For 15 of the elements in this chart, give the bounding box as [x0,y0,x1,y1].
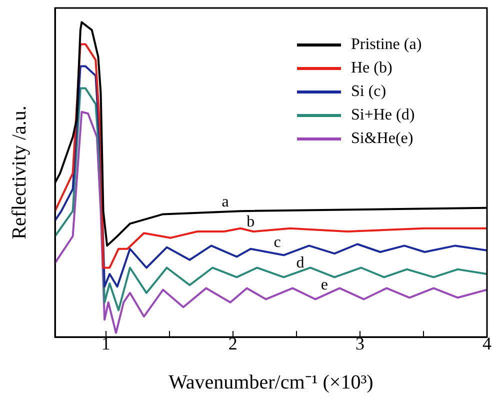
legend-label: Si (c) [351,83,386,100]
annotation: a [222,193,229,210]
legend-label: He (b) [351,60,392,77]
annotation: b [246,214,255,231]
x-tick-label: 2 [228,334,238,354]
x-tick-label: 4 [482,334,492,354]
x-axis-title: Wavenumber/cm⁻¹ (×10³) [168,371,374,394]
annotation: e [320,276,328,294]
legend-label: Si&He(e) [351,130,414,148]
annotation: d [296,254,304,272]
annotation: c [274,234,281,252]
x-tick-label: 1 [101,334,110,354]
y-axis-title: Reflectivity /a.u. [8,106,30,240]
legend-label: Pristine (a) [351,36,422,54]
legend-label: Si+He (d) [351,106,415,124]
